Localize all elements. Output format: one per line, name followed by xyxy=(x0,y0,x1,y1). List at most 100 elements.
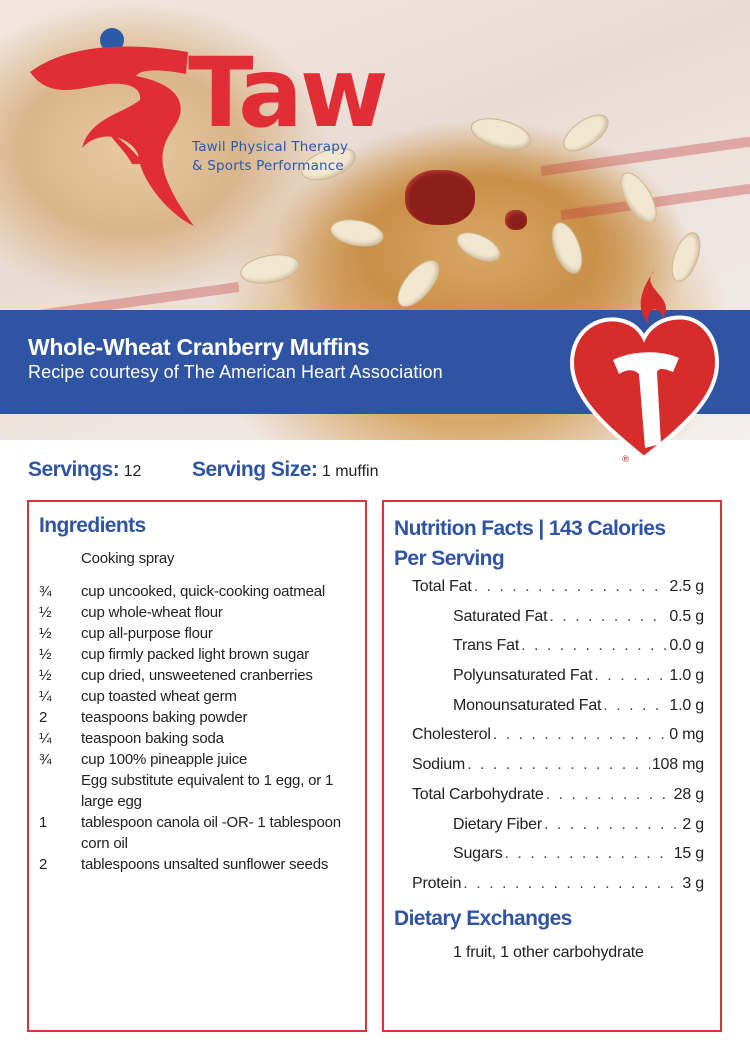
ingredient-item: ½ cup dried, unsweetened cranberries xyxy=(39,665,349,686)
ingredient-text: Egg substitute equivalent to 1 egg, or 1… xyxy=(81,772,334,810)
servings: Servings: 12 xyxy=(28,458,141,482)
serving-size: Serving Size: 1 muffin xyxy=(192,458,378,482)
ingredient-item: ¾ cup uncooked, quick-cooking oatmeal xyxy=(39,581,349,602)
nutrient-name: Trans Fat xyxy=(453,637,520,655)
nutrient-value: 15 g xyxy=(673,845,705,863)
dot-leader: . . . . . . . . . . . . . . . . . . . . … xyxy=(521,637,667,655)
logo-wordmark: Tawil xyxy=(188,37,388,149)
ingredient-item: ¼ cup toasted wheat germ xyxy=(39,686,349,707)
heart-torch-icon: ® xyxy=(567,268,722,465)
ingredient-item: ¾ cup 100% pineapple juice xyxy=(39,749,349,770)
ingredient-item: 2 teaspoons baking powder xyxy=(39,707,349,728)
dot-leader: . . . . . . . . . . . . . . . . . . . . … xyxy=(603,696,667,714)
ingredient-text: cup dried, unsweetened cranberries xyxy=(81,667,313,684)
servings-row: Servings: 12 Serving Size: 1 muffin xyxy=(0,458,750,488)
ingredient-qty: ½ xyxy=(39,646,52,663)
nutrient-value: 1.0 g xyxy=(669,696,704,714)
nutrient-value: 0.0 g xyxy=(669,637,704,655)
dot-leader: . . . . . . . . . . . . . . . . . . . . … xyxy=(467,756,650,774)
nutrition-row: Sugars. . . . . . . . . . . . . . . . . … xyxy=(412,845,704,875)
nutrition-list: Total Fat. . . . . . . . . . . . . . . .… xyxy=(412,578,704,905)
sunflower-seed xyxy=(389,252,448,315)
ingredient-qty: ½ xyxy=(39,604,52,621)
nutrition-row: Total Fat. . . . . . . . . . . . . . . .… xyxy=(412,578,704,608)
ingredients-list: Cooking spray ¾ cup uncooked, quick-cookin… xyxy=(39,548,349,875)
nutrition-heading-line1: Nutrition Facts | 143 Calories xyxy=(394,517,666,540)
ingredient-item: ½ cup firmly packed light brown sugar xyxy=(39,644,349,665)
dot-leader: . . . . . . . . . . . . . . . . . . . . … xyxy=(549,607,667,625)
dot-leader: . . . . . . . . . . . . . . . . . . . . … xyxy=(543,815,680,833)
ingredients-box: Ingredients Cooking spray ¾ cup uncooked, … xyxy=(27,500,367,1032)
servings-label: Servings: xyxy=(28,458,120,481)
ingredient-text: cup whole-wheat flour xyxy=(81,604,223,621)
ingredient-item: Cooking spray xyxy=(39,548,349,569)
nutrition-row: Saturated Fat. . . . . . . . . . . . . .… xyxy=(412,608,704,638)
nutrient-value: 28 g xyxy=(673,785,705,803)
nutrient-value: 0 mg xyxy=(669,726,704,744)
logo-subtitle-line2: & Sports Performance xyxy=(192,158,344,174)
nutrient-name: Sodium xyxy=(412,756,466,774)
nutrient-name: Monounsaturated Fat xyxy=(453,696,602,714)
ingredient-item: 2 tablespoons unsalted sunflower seeds xyxy=(39,854,349,875)
serving-size-label: Serving Size: xyxy=(192,458,318,481)
nutrient-value: 2.5 g xyxy=(669,578,704,595)
ingredient-item: Egg substitute equivalent to 1 egg, or 1… xyxy=(39,770,349,812)
ingredient-qty: ¼ xyxy=(39,688,52,705)
cranberry xyxy=(505,210,527,230)
ingredient-text: cup uncooked, quick-cooking oatmeal xyxy=(81,583,325,600)
ingredient-qty: ½ xyxy=(39,625,52,642)
ingredient-qty: 1 xyxy=(39,814,48,831)
nutrient-name: Cholesterol xyxy=(412,726,491,744)
ingredient-qty xyxy=(39,548,81,569)
nutrient-name: Total Carbohydrate xyxy=(412,785,544,803)
ingredient-text: teaspoon baking soda xyxy=(81,730,224,747)
nutrition-row: Polyunsaturated Fat. . . . . . . . . . .… xyxy=(412,667,704,697)
tawil-logo: Tawil xyxy=(28,14,448,229)
serving-size-value: 1 muffin xyxy=(321,463,379,480)
ingredient-item: ¼ teaspoon baking soda xyxy=(39,728,349,749)
nutrient-name: Polyunsaturated Fat xyxy=(453,667,593,685)
servings-value: 12 xyxy=(123,463,142,480)
ingredient-item: ½ cup all-purpose flour xyxy=(39,623,349,644)
nutrient-name: Total Fat xyxy=(412,578,472,595)
ingredient-qty: ¼ xyxy=(39,730,52,747)
sunflower-seed xyxy=(452,226,505,268)
nutrition-row: Dietary Fiber. . . . . . . . . . . . . .… xyxy=(412,816,704,846)
nutrient-name: Saturated Fat xyxy=(453,607,548,625)
exchanges-text: 1 fruit, 1 other carbohydrate xyxy=(453,944,644,961)
svg-text:®: ® xyxy=(621,455,630,463)
nutrition-row: Protein. . . . . . . . . . . . . . . . .… xyxy=(412,875,704,905)
dot-leader: . . . . . . . . . . . . . . . . . . . . … xyxy=(504,845,672,863)
sunflower-seed xyxy=(467,112,535,156)
ingredient-text: tablespoon canola oil -OR- 1 tablespoon … xyxy=(81,814,341,852)
ingredient-text: cup firmly packed light brown sugar xyxy=(81,646,310,663)
nutrient-value: 1.0 g xyxy=(669,667,704,685)
ingredient-qty: ¾ xyxy=(39,751,52,768)
dot-leader: . . . . . . . . . . . . . . . . . . . . … xyxy=(545,785,672,803)
ingredient-item: 1 tablespoon canola oil -OR- 1 tablespoon… xyxy=(39,812,349,854)
nutrient-name: Dietary Fiber xyxy=(453,815,542,833)
ingredient-qty: ½ xyxy=(39,667,52,684)
ingredient-qty: 2 xyxy=(39,709,48,726)
sunflower-seed xyxy=(557,107,615,159)
ingredient-text: Cooking spray xyxy=(81,550,175,567)
ingredient-text: cup toasted wheat germ xyxy=(81,688,237,705)
nutrient-name: Protein xyxy=(412,874,462,892)
nutrition-row: Monounsaturated Fat. . . . . . . . . . .… xyxy=(412,697,704,727)
nutrition-row: Cholesterol. . . . . . . . . . . . . . .… xyxy=(412,726,704,756)
dot-leader: . . . . . . . . . . . . . . . . . . . . … xyxy=(492,726,667,744)
nutrition-row: Sodium. . . . . . . . . . . . . . . . . … xyxy=(412,756,704,786)
ingredient-text: teaspoons baking powder xyxy=(81,709,248,726)
dot-leader: . . . . . . . . . . . . . . . . . . . . … xyxy=(473,578,668,595)
nutrient-value: 0.5 g xyxy=(669,607,704,625)
nutrition-heading-line2: Per Serving xyxy=(394,547,505,570)
nutrition-row: Trans Fat. . . . . . . . . . . . . . . .… xyxy=(412,637,704,667)
ingredients-heading: Ingredients xyxy=(39,514,146,537)
exchanges-heading: Dietary Exchanges xyxy=(394,907,572,930)
sunflower-seed xyxy=(238,250,302,288)
ingredient-qty: ¾ xyxy=(39,583,52,600)
ingredient-text: tablespoons unsalted sunflower seeds xyxy=(81,856,329,873)
recipe-courtesy: Recipe courtesy of The American Heart As… xyxy=(28,362,443,382)
nutrient-name: Sugars xyxy=(453,845,503,863)
cranberry xyxy=(405,170,475,225)
